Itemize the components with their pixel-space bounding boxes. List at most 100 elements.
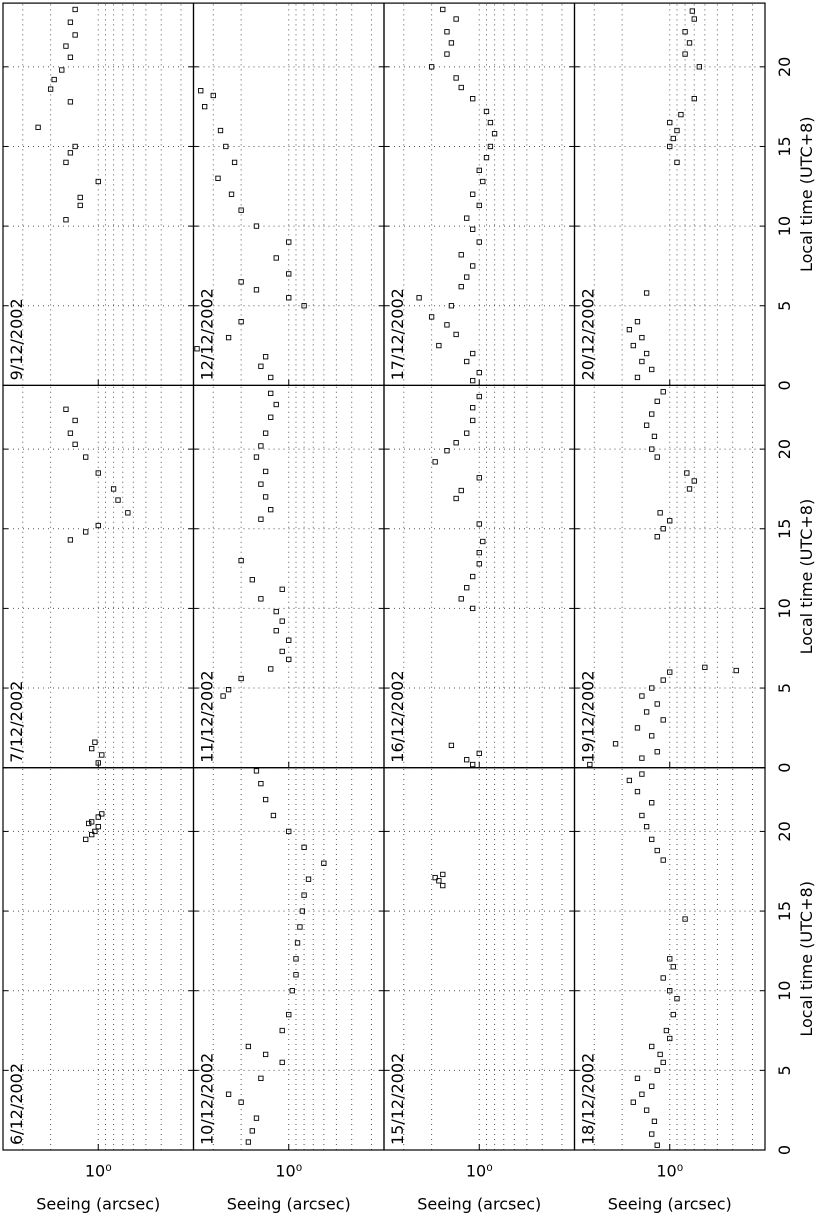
- data-point: [667, 669, 673, 675]
- data-point: [674, 996, 680, 1002]
- data-point: [444, 448, 450, 454]
- data-point: [258, 481, 264, 487]
- panel: 0 5 10 15 20 10⁰ 18/12/2002 Seeing (arcsec) Loca…: [573, 767, 816, 1214]
- data-point: [273, 255, 279, 261]
- data-point: [634, 319, 641, 325]
- data-point: [682, 29, 688, 35]
- data-point: [649, 1083, 655, 1089]
- data-point: [231, 159, 238, 166]
- data-point: [253, 768, 260, 774]
- data-point: [686, 40, 693, 46]
- data-point: [67, 19, 74, 25]
- panel-label: 6/12/2002: [7, 1063, 26, 1145]
- data-point: [225, 334, 232, 341]
- panel: 11/12/2002: [192, 384, 385, 769]
- data-point: [649, 446, 655, 452]
- data-point: [301, 892, 307, 898]
- data-point: [238, 319, 244, 325]
- data-point: [249, 577, 255, 583]
- data-point: [262, 468, 269, 475]
- data-point: [464, 430, 470, 436]
- data-point: [95, 522, 101, 529]
- data-point: [470, 350, 476, 357]
- y-tick-label: 10⁰: [85, 1162, 112, 1181]
- data-point: [470, 417, 476, 424]
- data-point: [436, 342, 442, 349]
- data-point: [299, 908, 306, 914]
- data-point: [258, 516, 264, 522]
- data-point: [684, 470, 690, 476]
- data-point: [453, 75, 459, 81]
- data-point: [273, 628, 279, 634]
- data-point: [301, 844, 307, 850]
- data-point: [670, 1011, 676, 1018]
- data-point: [654, 847, 660, 854]
- panel: 10⁰ 6/12/2002 Seeing (arcsec): [2, 767, 195, 1214]
- data-point: [660, 1059, 666, 1066]
- data-point: [238, 1099, 244, 1105]
- data-point: [654, 1067, 660, 1074]
- data-point: [448, 40, 455, 46]
- data-point: [626, 777, 633, 784]
- data-point: [268, 414, 274, 420]
- data-point: [657, 1051, 663, 1058]
- data-point: [654, 454, 660, 460]
- panel: 10⁰ 10/12/2002 Seeing (arcsec): [192, 767, 385, 1214]
- panel-label: 18/12/2002: [579, 1053, 598, 1145]
- data-point: [480, 538, 486, 545]
- data-point: [464, 585, 470, 591]
- data-point: [286, 1011, 292, 1018]
- data-point: [480, 178, 486, 185]
- data-point: [643, 1107, 650, 1113]
- data-point: [115, 497, 121, 503]
- data-point: [72, 143, 78, 150]
- data-point: [95, 814, 101, 820]
- data-point: [639, 1091, 645, 1097]
- data-point: [464, 358, 470, 365]
- data-point: [470, 226, 476, 232]
- x-tick-label: 5: [775, 683, 794, 693]
- panel-label: 7/12/2002: [7, 681, 26, 763]
- data-point: [279, 1059, 285, 1066]
- data-point: [453, 440, 459, 446]
- x-tick-label: 0: [775, 380, 794, 390]
- data-point: [258, 1075, 264, 1081]
- data-point: [476, 202, 482, 209]
- data-point: [458, 596, 464, 602]
- x-axis-label: Local time (UTC+8): [797, 116, 816, 272]
- x-tick-label: 20: [775, 821, 794, 841]
- x-axis-label: Local time (UTC+8): [797, 881, 816, 1037]
- data-point: [268, 506, 274, 513]
- x-tick-label: 10: [775, 981, 794, 1001]
- data-point: [470, 605, 476, 612]
- data-point: [305, 876, 312, 882]
- data-point: [253, 223, 260, 229]
- data-point: [67, 430, 74, 436]
- data-point: [268, 374, 274, 381]
- data-point: [294, 940, 301, 946]
- panel: 10⁰ 15/12/2002 Seeing (arcsec): [383, 767, 576, 1214]
- data-point: [223, 143, 229, 150]
- panel: 0 5 10 15 20 20/12/2002 Local time (UTC+8): [573, 2, 816, 390]
- panel-label: 9/12/2002: [7, 298, 26, 380]
- data-point: [630, 342, 636, 349]
- data-point: [83, 529, 89, 535]
- data-point: [249, 1128, 255, 1134]
- data-point: [286, 271, 292, 277]
- data-point: [202, 103, 208, 110]
- data-point: [483, 154, 490, 161]
- panel-label: 17/12/2002: [388, 288, 407, 380]
- data-point: [198, 88, 204, 94]
- data-point: [432, 459, 438, 465]
- data-point: [72, 441, 78, 447]
- data-point: [59, 67, 65, 73]
- data-point: [612, 741, 619, 747]
- data-point: [667, 518, 673, 524]
- data-point: [99, 752, 105, 758]
- data-point: [634, 725, 641, 731]
- x-tick-label: 15: [775, 901, 794, 921]
- data-point: [649, 411, 655, 417]
- data-point: [262, 1051, 269, 1058]
